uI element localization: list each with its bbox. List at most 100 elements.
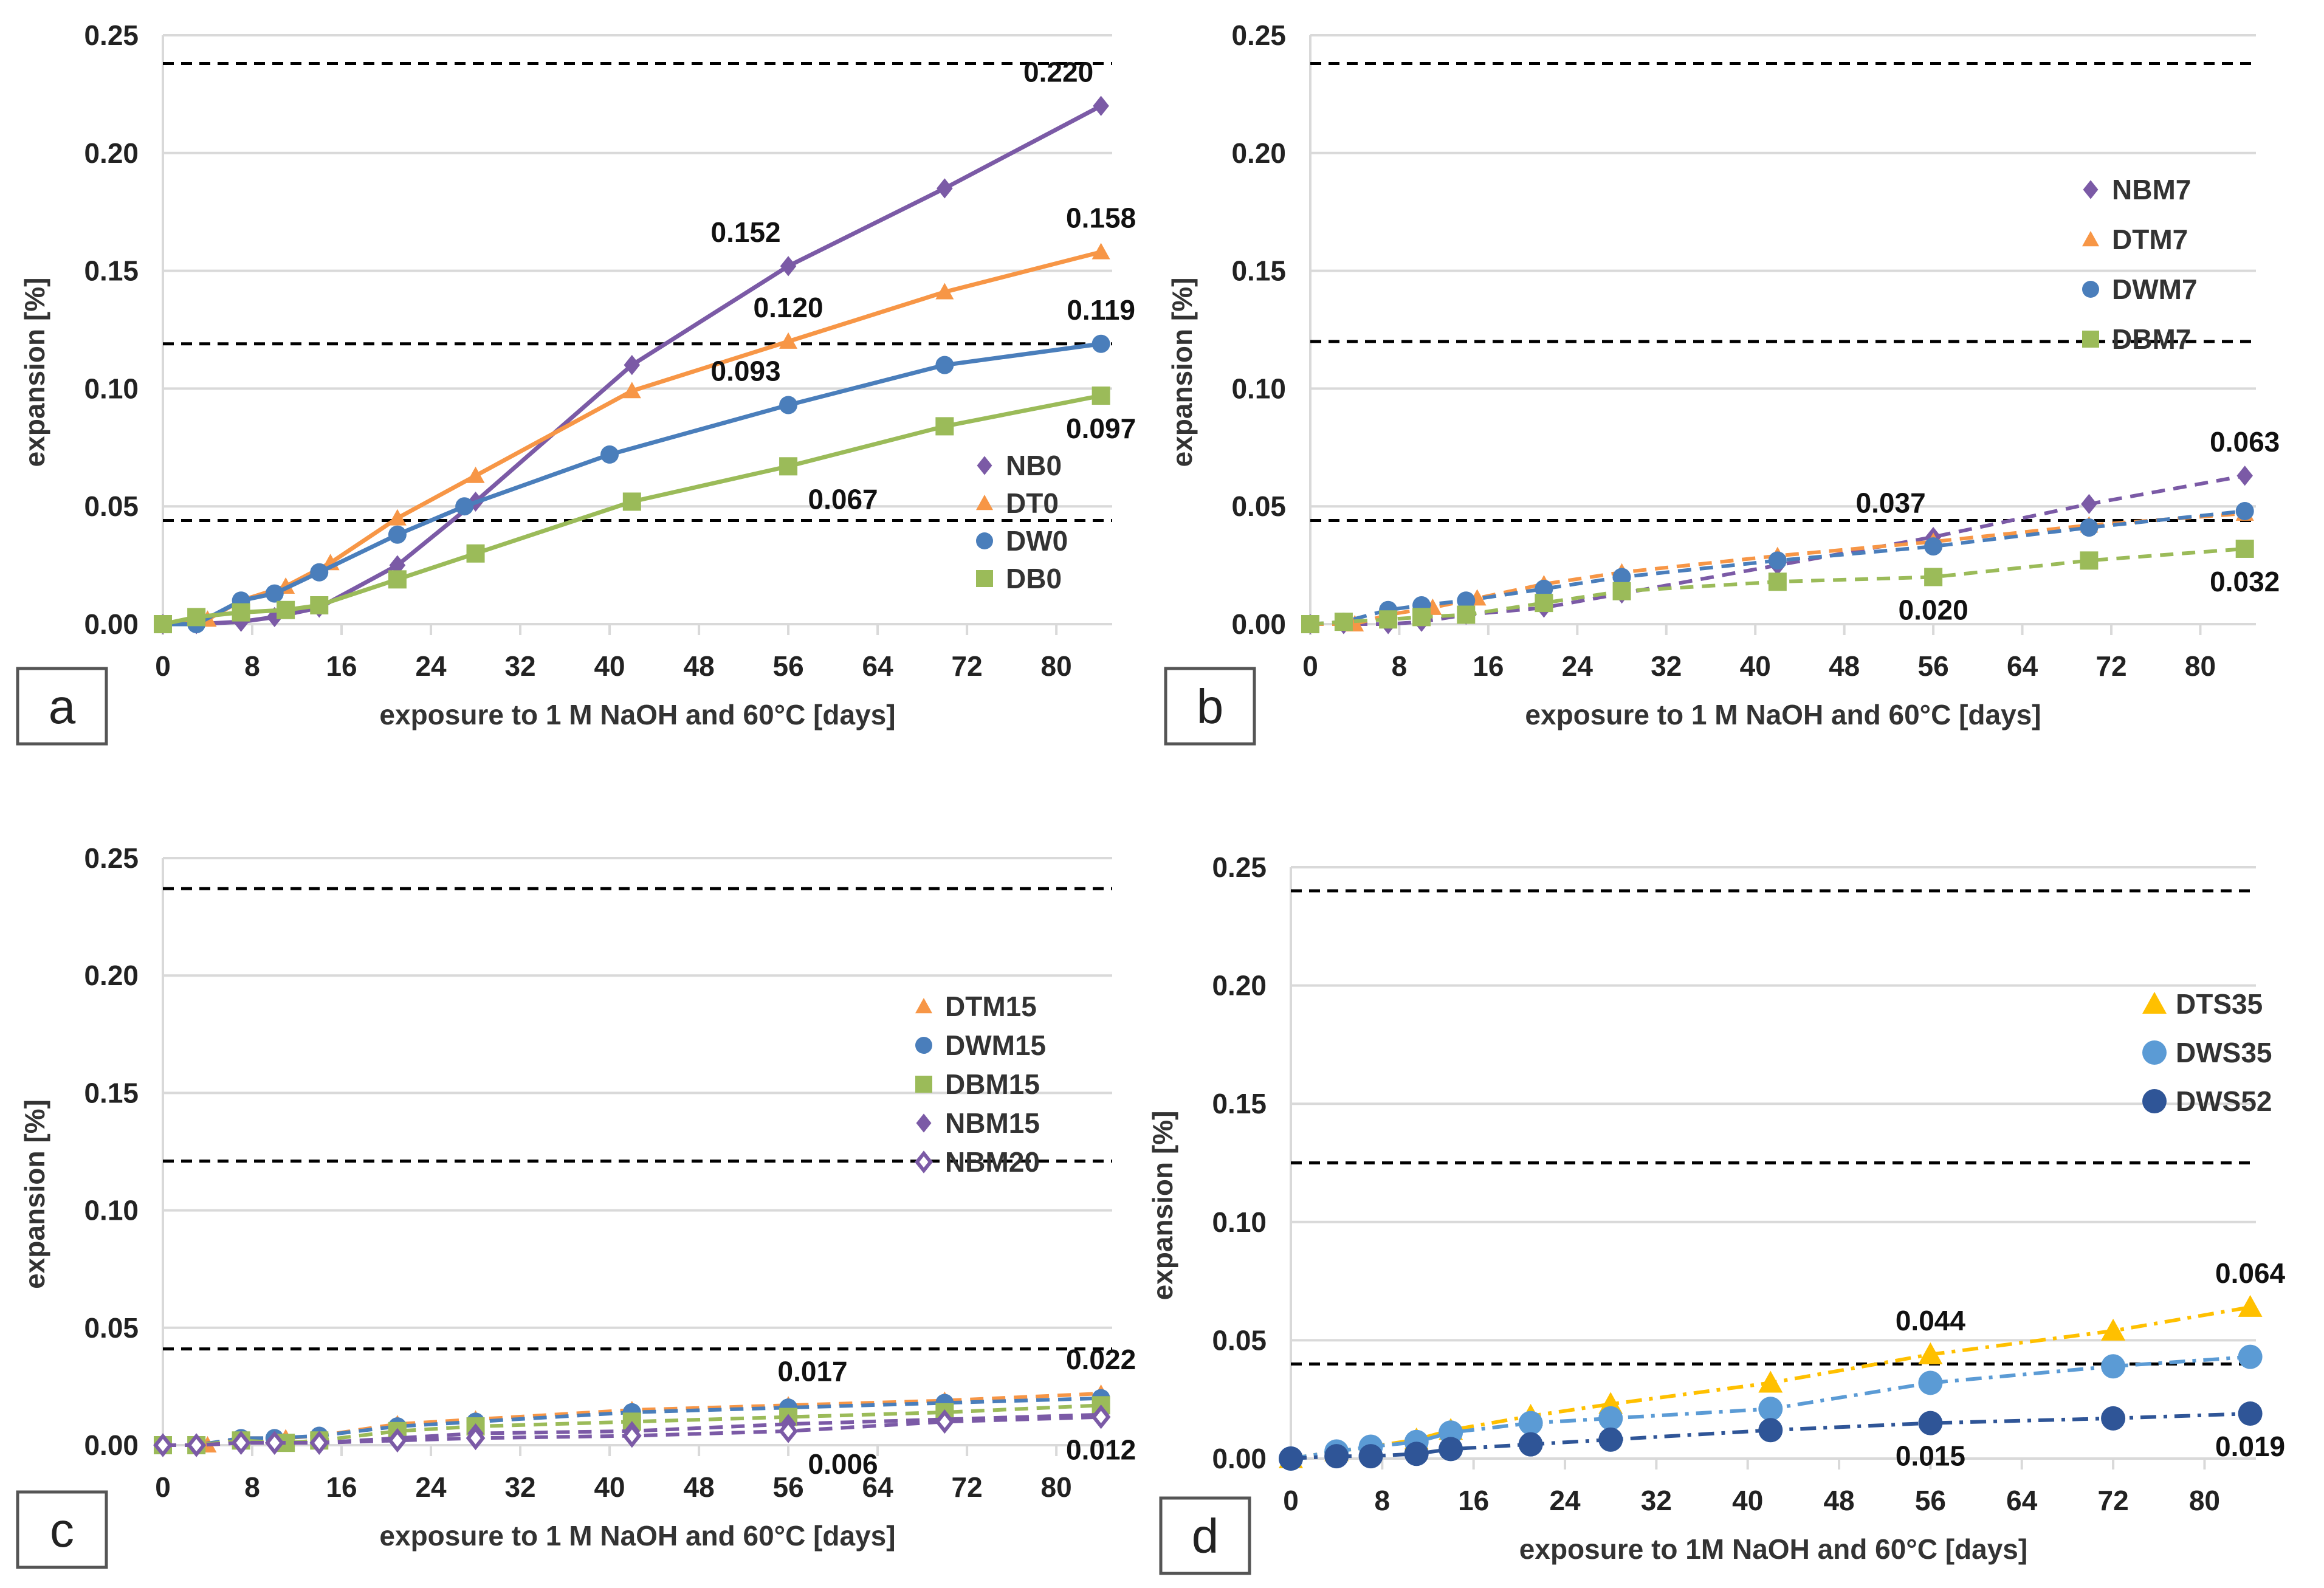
x-tick-label: 72 xyxy=(2095,650,2126,682)
data-label: 0.019 xyxy=(2215,1431,2285,1462)
y-axis-label: expansion [%] xyxy=(1166,278,1198,467)
x-tick-label: 80 xyxy=(1041,1471,1072,1503)
x-tick-label: 40 xyxy=(1740,650,1771,682)
legend-item-dws52: DWS52 xyxy=(2142,1085,2272,1117)
x-tick-label: 32 xyxy=(504,650,535,682)
series-dt0 xyxy=(154,242,1110,631)
data-point xyxy=(1758,1418,1783,1443)
data-point xyxy=(388,1428,407,1453)
data-point xyxy=(388,525,407,544)
data-point xyxy=(779,332,798,349)
data-label: 0.006 xyxy=(808,1448,878,1480)
legend-marker xyxy=(2142,1040,2167,1065)
panel-label-box xyxy=(1159,1496,1251,1575)
data-point xyxy=(187,608,206,627)
y-tick-label: 0.15 xyxy=(1231,255,1286,287)
legend-label: DBM7 xyxy=(2112,323,2191,355)
x-tick-label: 72 xyxy=(2098,1485,2129,1516)
x-axis-label: exposure to 1 M NaOH and 60°C [days] xyxy=(1525,699,2041,730)
data-point xyxy=(1358,1444,1383,1469)
data-point xyxy=(1612,582,1631,600)
data-point xyxy=(779,457,798,476)
x-tick-label: 24 xyxy=(1562,650,1593,682)
data-point xyxy=(1457,605,1476,624)
data-point xyxy=(1518,1411,1543,1435)
data-point xyxy=(310,563,329,582)
data-point xyxy=(2101,1318,2126,1341)
legend-marker xyxy=(976,570,993,587)
data-label: 0.022 xyxy=(1066,1344,1136,1375)
x-tick-label: 0 xyxy=(155,1471,171,1503)
x-axis-label: exposure to 1 M NaOH and 60°C [days] xyxy=(379,1520,895,1552)
legend-label: NB0 xyxy=(1006,450,1062,481)
data-point xyxy=(1612,568,1631,586)
panel-label: d xyxy=(1192,1509,1219,1563)
data-point xyxy=(622,1423,642,1448)
x-tick-label: 64 xyxy=(862,650,894,682)
panel-label-box xyxy=(16,667,108,746)
panel-label: b xyxy=(1197,679,1224,734)
x-tick-label: 24 xyxy=(415,650,447,682)
data-point xyxy=(935,417,954,436)
x-tick-label: 48 xyxy=(683,650,714,682)
data-point xyxy=(1758,1397,1783,1421)
data-label: 0.064 xyxy=(2215,1257,2286,1289)
data-point xyxy=(1301,615,1319,633)
series-line xyxy=(1310,509,2246,626)
y-axis-label: expansion [%] xyxy=(19,278,50,467)
data-point xyxy=(466,466,485,483)
series-line xyxy=(162,250,1102,627)
y-tick-label: 0.00 xyxy=(84,1429,139,1461)
y-axis-label: expansion [%] xyxy=(1147,1111,1178,1301)
x-tick-label: 8 xyxy=(244,1471,260,1503)
x-tick-label: 72 xyxy=(952,1471,983,1503)
data-point xyxy=(1092,334,1110,353)
data-label: 0.097 xyxy=(1066,413,1136,444)
data-label: 0.063 xyxy=(2210,426,2280,458)
data-point xyxy=(466,544,485,563)
data-point xyxy=(2080,518,2099,537)
legend-marker xyxy=(976,532,993,549)
data-label: 0.093 xyxy=(711,356,781,387)
data-label: 0.037 xyxy=(1856,487,1926,519)
data-point xyxy=(277,600,295,619)
legend-item-nbm20: NBM20 xyxy=(914,1146,1040,1178)
x-tick-label: 24 xyxy=(415,1471,447,1503)
x-tick-label: 40 xyxy=(594,650,625,682)
data-point xyxy=(2080,551,2099,570)
legend-marker xyxy=(976,495,993,510)
series-line xyxy=(1310,473,2246,626)
series-line xyxy=(1310,511,2245,626)
data-point xyxy=(1324,1444,1349,1469)
x-tick-label: 56 xyxy=(772,650,803,682)
y-tick-label: 0.05 xyxy=(84,490,139,522)
data-point xyxy=(2081,493,2097,514)
data-point xyxy=(153,1433,173,1457)
data-label: 0.044 xyxy=(1896,1305,1966,1336)
data-point xyxy=(1918,1370,1943,1395)
y-tick-label: 0.10 xyxy=(84,373,139,404)
legend-marker xyxy=(2082,231,2099,247)
x-tick-label: 64 xyxy=(2006,1485,2038,1516)
panel-label-box xyxy=(16,1490,108,1569)
data-point xyxy=(1334,613,1353,631)
x-tick-label: 48 xyxy=(1823,1485,1854,1516)
legend-item-nb0: NB0 xyxy=(977,450,1062,481)
legend-item-dbm7: DBM7 xyxy=(2082,323,2191,355)
x-tick-label: 48 xyxy=(683,1471,714,1503)
data-label: 0.012 xyxy=(1066,1434,1136,1466)
data-point xyxy=(231,1431,251,1455)
data-point xyxy=(2238,1294,2263,1317)
data-point xyxy=(1092,387,1110,405)
legend-item-nbm7: NBM7 xyxy=(2083,174,2191,205)
legend-label: NBM15 xyxy=(945,1107,1040,1139)
data-point xyxy=(1598,1406,1623,1431)
x-tick-label: 0 xyxy=(1302,650,1318,682)
legend-item-dt0: DT0 xyxy=(976,487,1059,519)
y-tick-label: 0.10 xyxy=(1212,1206,1267,1238)
data-point xyxy=(1279,1446,1303,1471)
data-point xyxy=(1768,572,1787,591)
data-point xyxy=(1457,591,1476,610)
x-tick-label: 8 xyxy=(1392,650,1408,682)
